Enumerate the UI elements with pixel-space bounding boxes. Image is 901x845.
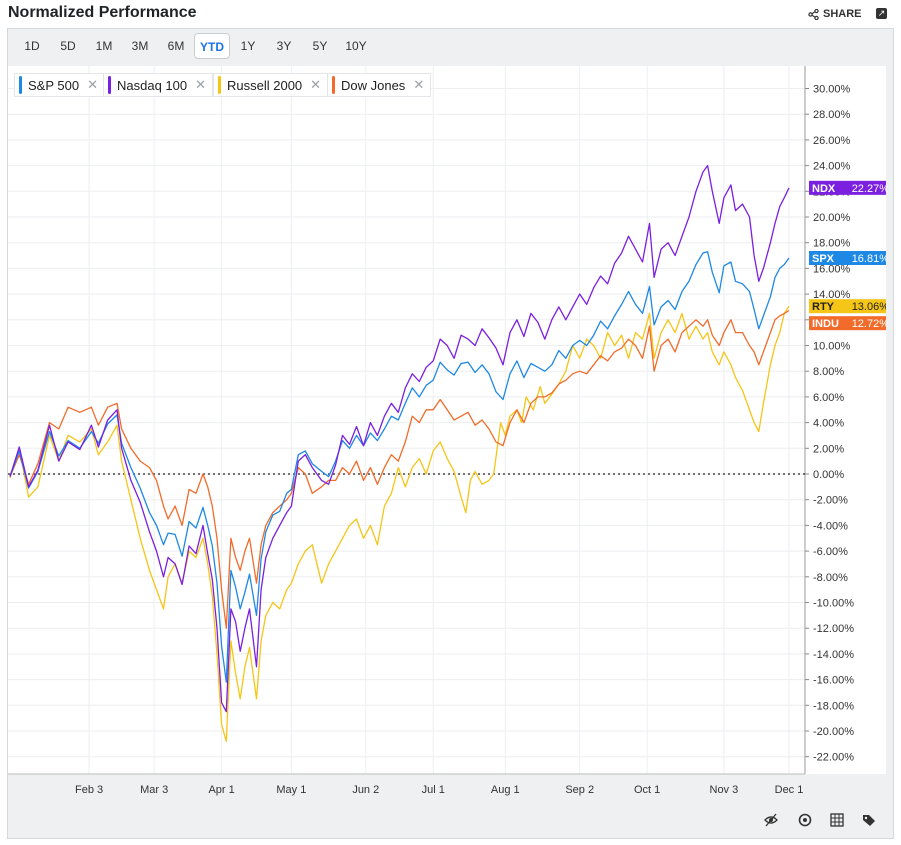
y-tick-label: -2.00% [813,495,848,507]
y-tick-label: 6.00% [813,392,844,404]
header: Normalized Performance SHARE ↗ [0,0,901,28]
chart-title: Normalized Performance [8,4,197,21]
x-tick-label: Jul 1 [422,784,445,796]
y-tick-label: -12.00% [813,623,854,635]
x-tick-label: Apr 1 [208,784,234,796]
tag-symbol: NDX [812,183,836,195]
legend-item-russell2000[interactable]: Russell 2000 ✕ [213,73,329,97]
legend-label-russell2000: Russell 2000 [227,77,303,93]
reset-zoom-icon[interactable] [797,812,813,828]
y-tick-label: 16.00% [813,263,851,275]
range-3y[interactable]: 3Y [276,39,292,53]
plot-area: 30.00%28.00%26.00%24.00%22.00%20.00%18.0… [8,66,892,796]
range-6m[interactable]: 6M [167,39,185,53]
legend-color-russell2000 [218,76,221,94]
tag-value: 16.81% [852,253,886,265]
y-tick-label: -6.00% [813,546,848,558]
y-tick-label: 0.00% [813,469,844,481]
legend-remove-russell2000-icon[interactable]: ✕ [310,77,322,92]
range-1y[interactable]: 1Y [240,39,256,53]
eye-off-icon[interactable] [763,812,779,828]
legend-label-sp500: S&P 500 [28,77,80,93]
share-label: SHARE [823,8,862,20]
series-line-spx [9,251,790,683]
tag-symbol: SPX [812,253,835,265]
range-5d[interactable]: 5D [60,39,76,53]
tag-value: 12.72% [852,318,886,330]
tag-value: 22.27% [852,183,886,195]
y-tick-label: 26.00% [813,135,851,147]
y-tick-label: -4.00% [813,520,848,532]
y-tick-label: 30.00% [813,84,851,96]
legend-label-nasdaq100: Nasdaq 100 [117,77,188,93]
y-tick-label: -18.00% [813,700,854,712]
series-line-indu [9,309,790,629]
y-tick-label: -14.00% [813,649,854,661]
tag-bg [809,316,892,331]
tag-symbol: INDU [812,318,839,330]
y-tick-label: 4.00% [813,418,844,430]
range-5y[interactable]: 5Y [312,39,328,53]
expand-icon[interactable]: ↗ [876,8,887,19]
series-line-ndx [9,164,790,713]
grid-icon[interactable] [829,812,845,828]
last-value-tag-rty: RTY 13.06% [809,299,892,314]
legend-item-nasdaq100[interactable]: Nasdaq 100 ✕ [103,73,214,97]
legend-remove-nasdaq100-icon[interactable]: ✕ [195,77,207,92]
tag-bg [809,250,892,265]
x-tick-label: May 1 [276,784,306,796]
x-tick-label: Mar 3 [140,784,168,796]
x-tick-label: Sep 2 [565,784,594,796]
y-tick-label: 18.00% [813,238,851,250]
tag-value: 13.06% [852,301,886,313]
y-tick-label: -20.00% [813,726,854,738]
y-tick-label: -8.00% [813,572,848,584]
legend-remove-sp500-icon[interactable]: ✕ [87,77,98,92]
legend-color-dowjones [332,76,335,94]
range-10y[interactable]: 10Y [345,39,367,53]
chart-svg: 30.00%28.00%26.00%24.00%22.00%20.00%18.0… [8,66,892,796]
share-button[interactable]: SHARE [808,8,862,20]
y-tick-label: -10.00% [813,598,854,610]
y-tick-label: 14.00% [813,289,851,301]
last-value-tag-spx: SPX 16.81% [809,250,892,265]
tag-symbol: RTY [812,301,835,313]
share-icon [808,8,819,20]
legend-remove-dowjones-icon[interactable]: ✕ [413,77,425,92]
x-tick-label: Oct 1 [634,784,660,796]
y-tick-label: -22.00% [813,752,854,764]
legend-item-dowjones[interactable]: Dow Jones ✕ [327,73,432,97]
y-tick-label: -16.00% [813,675,854,687]
legend-color-sp500 [19,76,22,94]
x-tick-label: Feb 3 [75,784,103,796]
y-tick-label: 24.00% [813,161,851,173]
y-tick-label: 8.00% [813,366,844,378]
x-tick-label: Dec 1 [775,784,804,796]
range-3m[interactable]: 3M [131,39,149,53]
tag-bg [809,180,892,195]
legend-color-nasdaq100 [108,76,111,94]
last-value-tag-indu: INDU 12.72% [809,316,892,331]
y-tick-label: 10.00% [813,341,851,353]
legend-label-dowjones: Dow Jones [341,77,406,93]
y-tick-label: 28.00% [813,109,851,121]
legend-item-sp500[interactable]: S&P 500 ✕ [14,73,105,97]
x-tick-label: Nov 3 [710,784,739,796]
range-1d[interactable]: 1D [24,39,40,53]
range-selector: 1D 5D 1M 3M 6M YTD 1Y 3Y 5Y 10Y [14,33,374,59]
y-tick-label: 20.00% [813,212,851,224]
x-tick-label: Aug 1 [491,784,520,796]
x-tick-label: Jun 2 [352,784,379,796]
y-tick-label: 2.00% [813,443,844,455]
last-value-tag-ndx: NDX 22.27% [809,180,892,195]
tag-bg [809,299,892,314]
range-ytd[interactable]: YTD [194,33,230,59]
range-1m[interactable]: 1M [95,39,113,53]
tags-icon[interactable] [861,812,877,828]
